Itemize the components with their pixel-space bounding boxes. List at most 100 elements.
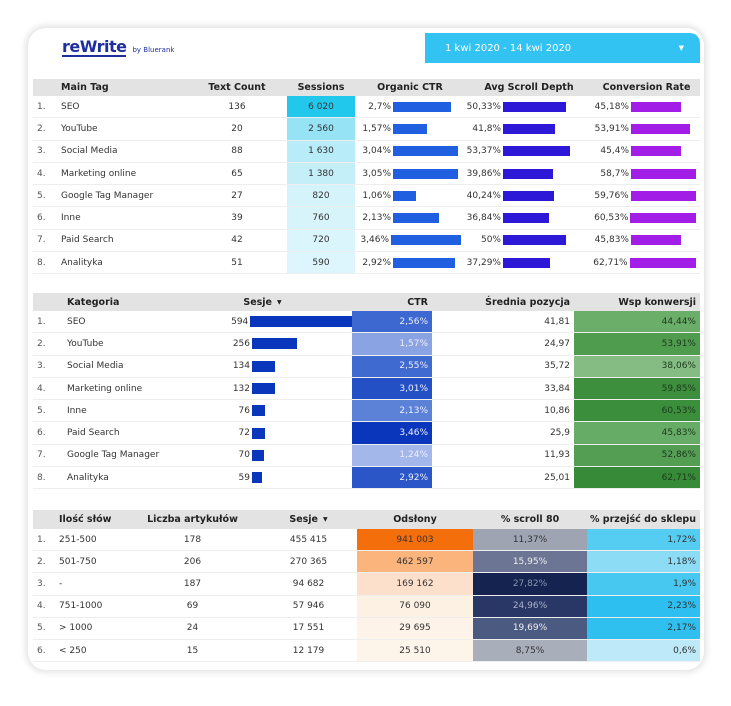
text-count: 65 — [231, 168, 243, 179]
column-header[interactable]: Sessions — [287, 79, 355, 96]
scroll-depth-cell: 50% — [465, 230, 593, 251]
scroll80-cell: 15,95% — [473, 551, 587, 573]
column-header[interactable]: Ilość słów — [55, 510, 125, 529]
row-index: 6. — [37, 428, 46, 439]
column-header[interactable]: Main Tag — [57, 79, 187, 96]
conversion-cell: 45,83% — [574, 422, 700, 444]
table-row: 5. > 1000 24 17 551 29 695 19,69% 2,17% — [33, 617, 700, 640]
column-header[interactable]: Organic CTR — [355, 79, 465, 96]
text-count: 136 — [228, 101, 246, 112]
conversion-rate-bar — [631, 123, 691, 134]
column-header[interactable]: Średnia pozycja — [432, 293, 574, 311]
sessions-cell: 76 — [173, 400, 352, 421]
conversion-rate-cell: 62,71% — [593, 252, 700, 273]
article-count: 15 — [186, 645, 199, 656]
logo-by: by Bluerank — [132, 46, 175, 54]
conversion-rate-bar — [630, 190, 696, 201]
logo-text: reWrite — [62, 37, 127, 57]
ctr-cell: 2,55% — [352, 355, 432, 377]
row-index: 6. — [37, 645, 46, 656]
sessions-bar — [252, 383, 276, 395]
table-row: 1. SEO 594 2,56% 41,81 44,44% — [33, 311, 700, 334]
logo: reWrite by Bluerank — [62, 38, 174, 57]
scroll-depth-value: 41,8% — [472, 123, 501, 134]
avg-position: 25,9 — [549, 428, 570, 439]
scroll-depth-bar — [503, 146, 570, 157]
column-header-label: Organic CTR — [377, 82, 443, 93]
conversion-rate-cell: 58,7% — [593, 163, 700, 184]
table-row: 8. Analityka 59 2,92% 25,01 62,71% — [33, 467, 700, 490]
date-range-picker[interactable]: 1 kwi 2020 - 14 kwi 2020 ▼ — [425, 33, 700, 63]
text-count: 20 — [231, 123, 243, 134]
organic-ctr-bar — [391, 235, 461, 246]
column-header[interactable]: Liczba artykułów — [125, 510, 260, 529]
column-header[interactable]: Conversion Rate — [593, 79, 700, 96]
conversion-rate-value: 53,91% — [594, 123, 629, 134]
text-count: 39 — [231, 213, 243, 224]
conversion-cell: 53,91% — [574, 333, 700, 355]
table-row: 5. Inne 76 2,13% 10,86 60,53% — [33, 400, 700, 423]
word-range: > 1000 — [59, 623, 93, 634]
row-index: 7. — [37, 450, 46, 461]
article-count: 178 — [183, 534, 202, 545]
sessions: 17 551 — [292, 623, 325, 634]
column-header — [33, 293, 63, 311]
conversion-rate-cell: 45,4% — [593, 141, 700, 162]
word-range: 751-1000 — [59, 601, 103, 612]
pageviews-cell: 462 597 — [357, 551, 473, 573]
main-tag: Google Tag Manager — [61, 190, 154, 201]
conversion-cell: 38,06% — [574, 355, 700, 377]
sessions-cell: 134 — [173, 356, 352, 377]
category: Social Media — [67, 361, 124, 372]
organic-ctr-value: 3,04% — [362, 146, 391, 157]
sessions-value: 594 — [231, 316, 249, 327]
column-header[interactable]: % przejść do sklepu — [587, 510, 700, 529]
column-header-label: Text Count — [208, 82, 266, 93]
column-header[interactable]: % scroll 80 — [473, 510, 587, 529]
category: Marketing online — [67, 383, 143, 394]
category: SEO — [67, 316, 86, 327]
row-index: 3. — [37, 361, 46, 372]
shop-rate-cell: 2,17% — [587, 617, 700, 639]
table-row: 3. Social Media 134 2,55% 35,72 38,06% — [33, 355, 700, 378]
pageviews-cell: 169 162 — [357, 573, 473, 595]
column-header-label: Odsłony — [393, 514, 437, 525]
conversion-rate-cell: 45,83% — [593, 230, 700, 251]
organic-ctr-bar — [393, 168, 459, 179]
conversion-rate-bar — [631, 235, 682, 246]
column-header[interactable]: Kategoria — [63, 293, 173, 311]
conversion-cell: 44,44% — [574, 311, 700, 333]
table-row: 2. YouTube 256 1,57% 24,97 53,91% — [33, 333, 700, 356]
conversion-rate-cell: 60,53% — [593, 207, 700, 228]
article-count: 206 — [183, 556, 202, 567]
conversion-rate-value: 59,76% — [594, 190, 629, 201]
sessions-cell: 1 380 — [287, 162, 355, 185]
sort-desc-icon[interactable]: ▼ — [277, 298, 282, 306]
ctr-cell: 3,46% — [352, 422, 432, 444]
column-header[interactable]: Text Count — [187, 79, 287, 96]
pageviews-cell: 941 003 — [357, 529, 473, 551]
table-row: 6. < 250 15 12 179 25 510 8,75% 0,6% — [33, 639, 700, 663]
scroll-depth-bar — [503, 213, 550, 224]
sessions: 455 415 — [289, 534, 328, 545]
column-header[interactable]: Odsłony — [357, 510, 473, 529]
sessions-cell: 72 — [173, 422, 352, 443]
column-header[interactable]: Sesje ▼ — [260, 510, 357, 529]
scroll-depth-bar — [503, 235, 566, 246]
column-header[interactable]: Sesje ▼ — [173, 293, 352, 311]
sessions-cell: 256 — [173, 333, 352, 354]
scroll-depth-bar — [503, 123, 556, 134]
sort-desc-icon[interactable]: ▼ — [323, 516, 328, 523]
sessions-cell: 6 020 — [287, 96, 355, 118]
conversion-rate-value: 60,53% — [594, 213, 629, 224]
table-row: 6. Paid Search 72 3,46% 25,9 45,83% — [33, 422, 700, 445]
column-header-label: % przejść do sklepu — [589, 514, 696, 525]
category: Analityka — [67, 472, 109, 483]
column-header[interactable]: Wsp konwersji — [574, 293, 700, 311]
conversion-cell: 52,86% — [574, 444, 700, 467]
main-tag: SEO — [61, 101, 80, 112]
column-header[interactable]: CTR — [352, 293, 432, 311]
sessions-cell: 594 — [173, 311, 352, 332]
table-row: 7. Paid Search 42 720 3,46% 50% 45,83% — [33, 229, 700, 253]
column-header[interactable]: Avg Scroll Depth — [465, 79, 593, 96]
